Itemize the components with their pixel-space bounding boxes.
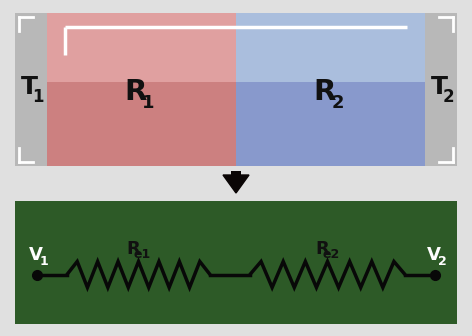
Text: 1: 1: [40, 255, 48, 268]
Text: T: T: [430, 76, 447, 99]
Text: T: T: [20, 76, 37, 99]
Bar: [236, 82, 425, 166]
Polygon shape: [223, 175, 249, 193]
Text: e2: e2: [323, 248, 340, 261]
Text: R: R: [313, 79, 336, 107]
Text: 2: 2: [442, 87, 454, 106]
Text: V: V: [29, 246, 43, 263]
Bar: [425, 13, 457, 166]
Bar: [15, 201, 457, 324]
Text: R: R: [316, 240, 329, 257]
Text: R: R: [126, 240, 140, 257]
Text: V: V: [427, 246, 441, 263]
Text: 1: 1: [32, 87, 44, 106]
Text: R: R: [124, 79, 147, 107]
Bar: [231, 171, 241, 175]
Text: 2: 2: [438, 255, 447, 268]
Text: 1: 1: [142, 94, 155, 113]
Bar: [15, 13, 47, 166]
Bar: [47, 13, 236, 82]
Bar: [236, 13, 425, 82]
Text: 2: 2: [331, 94, 344, 113]
Text: e1: e1: [134, 248, 151, 261]
Bar: [47, 82, 236, 166]
